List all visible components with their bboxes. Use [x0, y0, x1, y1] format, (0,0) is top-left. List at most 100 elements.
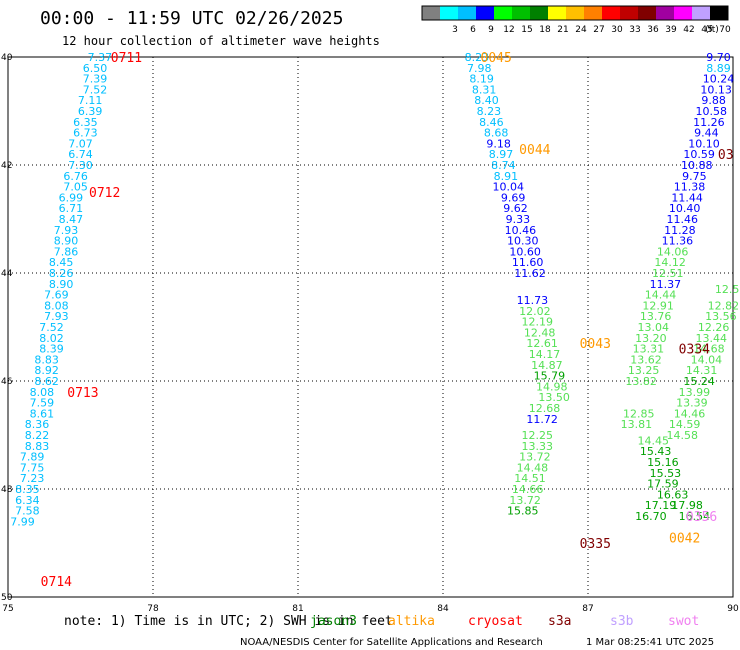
swh-value: 8.08: [44, 299, 69, 312]
swh-value: 8.02: [39, 332, 64, 345]
swh-value: 14.98: [536, 380, 568, 393]
swh-value: 13.33: [522, 440, 554, 453]
swh-value: 12.82: [708, 299, 740, 312]
x-tick-label: 84: [437, 604, 449, 614]
swh-value: 8.22: [25, 429, 50, 442]
swh-value: 12.91: [642, 299, 674, 312]
colorbar-swatch: [674, 6, 692, 20]
swh-value: 11.28: [664, 224, 696, 237]
swh-value: 14.51: [514, 472, 546, 485]
swh-value: 7.39: [83, 73, 108, 86]
pass-label: 0045: [481, 51, 512, 66]
swh-value: 8.08: [30, 386, 55, 399]
swh-value: 10.24: [703, 73, 735, 86]
swh-value: 7.59: [30, 397, 55, 410]
swh-value: 14.58: [667, 429, 699, 442]
colorbar-swatch: [566, 6, 584, 20]
swh-value: 11.62: [514, 267, 546, 280]
colorbar-swatch: [440, 6, 458, 20]
swh-value: 7.30: [68, 159, 93, 172]
swh-value: 10.58: [696, 105, 728, 118]
swh-value: 8.89: [706, 62, 731, 75]
swh-value: 7.37: [88, 51, 113, 64]
note-text: note: 1) Time is in UTC; 2) SWH is in fe…: [64, 614, 393, 629]
swh-value: 6.73: [73, 127, 98, 140]
gridlines: [7, 56, 734, 598]
y-tick-label: 40: [1, 53, 13, 63]
y-tick-label: 44: [1, 269, 13, 279]
swh-value: 7.86: [54, 245, 79, 258]
colorbar-swatch: [548, 6, 566, 20]
swh-value: 7.52: [39, 321, 64, 334]
satellite-legend: jason3 altika cryosat s3a s3b swot: [310, 614, 699, 629]
colorbar-swatch: [656, 6, 674, 20]
swh-value: 15.16: [647, 456, 679, 469]
swh-value: 10.30: [507, 235, 539, 248]
swh-value: 12.85: [623, 407, 655, 420]
colorbar-swatch: [512, 6, 530, 20]
swh-value: 14.31: [686, 364, 718, 377]
swh-value: 11.73: [517, 294, 549, 307]
colorbar-label: 36: [647, 25, 659, 35]
swh-value: 6.71: [59, 202, 84, 215]
colorbar-frame: [421, 5, 729, 21]
colorbar-swatch: [602, 6, 620, 20]
colorbar-swatch: [584, 6, 602, 20]
x-tick-label: 87: [582, 604, 593, 614]
swh-value: 7.52: [83, 83, 108, 96]
colorbar-label: 33: [629, 25, 640, 35]
swh-value: 11.60: [512, 256, 544, 269]
swh-value: 14.45: [638, 434, 670, 447]
swh-value: 8.46: [479, 116, 504, 129]
swh-value: 8.35: [15, 483, 40, 496]
swh-value: 11.46: [667, 213, 699, 226]
swh-value: 7.75: [20, 461, 45, 474]
swh-value: 13.50: [538, 391, 570, 404]
swh-value: 16.70: [635, 510, 667, 523]
swh-value: 9.69: [501, 191, 526, 204]
swh-value: 8.23: [465, 51, 490, 64]
legend-item: swot: [668, 614, 699, 629]
y-tick-label: 42: [1, 161, 12, 171]
swh-value: 10.04: [493, 181, 525, 194]
colorbar-swatch: [638, 6, 656, 20]
swh-value: 14.17: [529, 348, 561, 361]
legend-item: altika: [388, 614, 435, 629]
swh-value: 7.11: [78, 94, 103, 107]
colorbar-swatch: [620, 6, 638, 20]
swh-value: 13.04: [638, 321, 670, 334]
colorbar-label: 21: [557, 25, 568, 35]
footer-credit: NOAA/NESDIS Center for Satellite Applica…: [240, 637, 543, 648]
swh-value: 13.81: [621, 418, 653, 431]
swh-value: 9.75: [682, 170, 707, 183]
swh-value: 12.61: [526, 337, 558, 350]
swh-value: 8.19: [469, 73, 494, 86]
swh-value: 17.98: [671, 499, 703, 512]
x-tick-label: 90: [727, 604, 739, 614]
swh-value: 10.10: [688, 137, 720, 150]
swh-value: 13.44: [696, 332, 728, 345]
swh-value: 12.51: [652, 267, 684, 280]
swh-value: 11.38: [674, 181, 706, 194]
swh-value: 14.12: [654, 256, 686, 269]
y-tick-label: 50: [1, 593, 13, 603]
colorbar-label: 3: [452, 25, 458, 35]
plot-area: [7, 56, 734, 598]
pass-label: 0711: [111, 51, 142, 66]
swh-value: 8.83: [34, 353, 59, 366]
legend-item: cryosat: [468, 614, 523, 629]
swh-value: 6.39: [78, 105, 103, 118]
swh-value: 7.58: [15, 505, 40, 518]
swh-value: 8.90: [54, 235, 79, 248]
colorbar-label: 12: [503, 25, 514, 35]
swh-value: 8.31: [472, 83, 497, 96]
pass-label: 0356: [686, 510, 717, 525]
pass-labels: 0711 0712 0713 0714 0045 0044 0043 0042 0334 0335…: [41, 51, 734, 590]
swh-value: 13.62: [630, 353, 662, 366]
colorbar-swatch: [530, 6, 548, 20]
y-tick-label: 48: [1, 485, 13, 495]
legend-item: s3a: [548, 614, 571, 629]
colorbar-swatch: [494, 6, 512, 20]
swh-value: 11.72: [526, 413, 558, 426]
chart-subtitle: 12 hour collection of altimeter wave hei…: [62, 34, 380, 48]
